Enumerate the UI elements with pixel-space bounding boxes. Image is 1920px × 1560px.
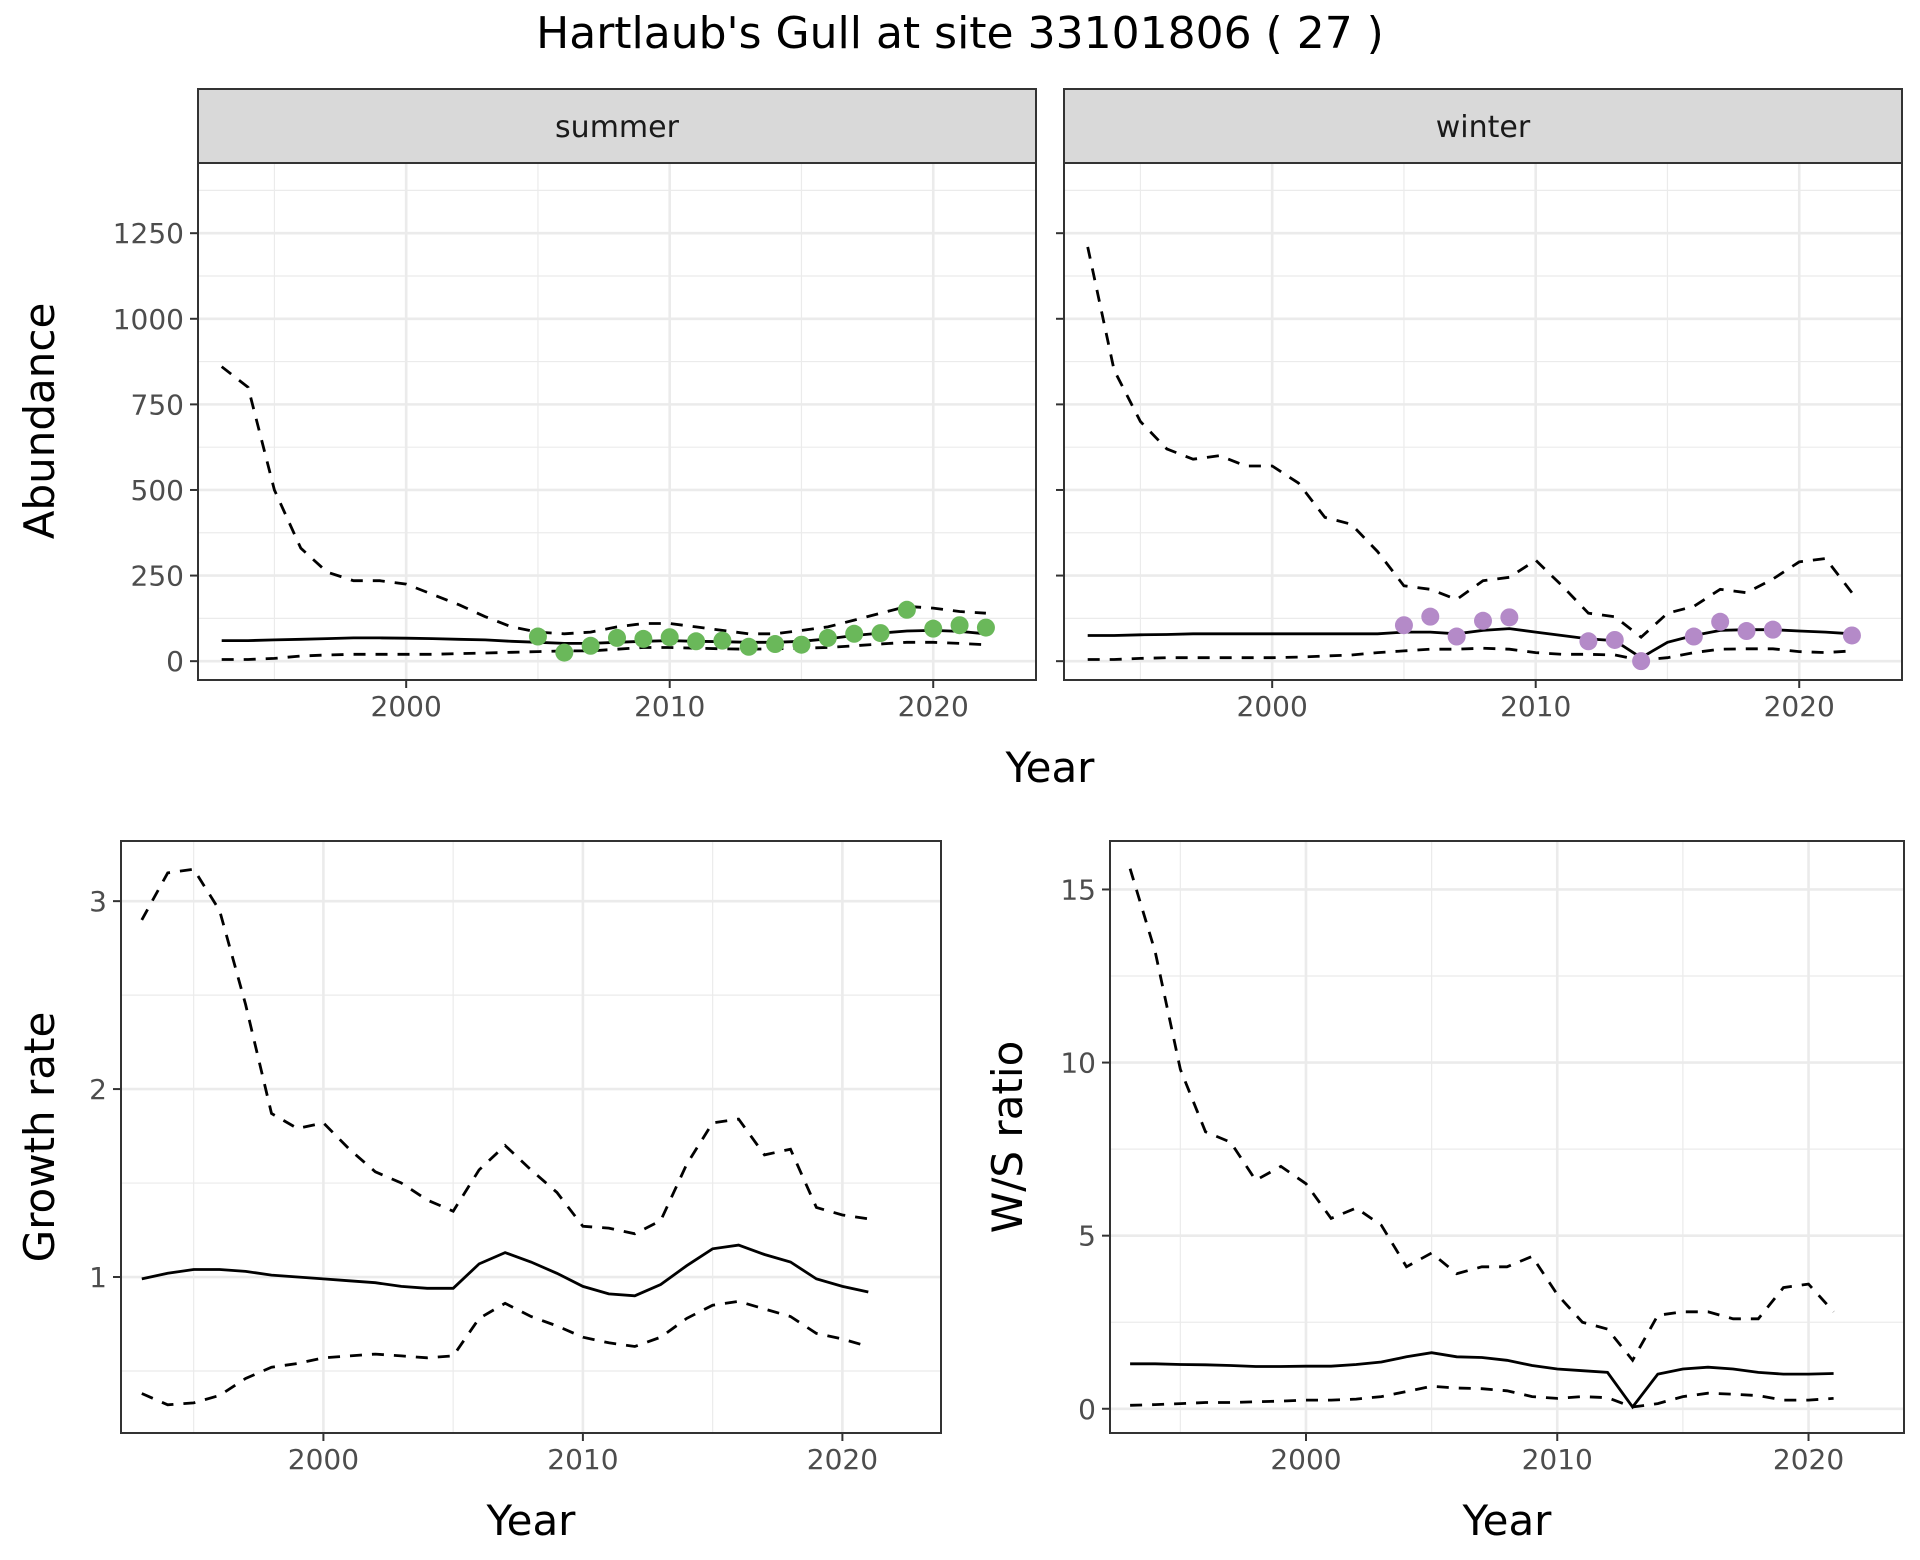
abundance-winter-observed-point (1737, 622, 1756, 641)
ws-ratio-x-tick-label: 2000 (1270, 1443, 1341, 1476)
growth-rate-panel-border (120, 840, 942, 1434)
abundance-summer-observed-point (687, 632, 706, 651)
growth-rate-x-tick-label: 2010 (547, 1443, 618, 1476)
abundance-winter-observed-point (1711, 612, 1730, 631)
abundance-summer-panel-border (197, 162, 1037, 681)
abundance-x-axis-title: Year (1005, 743, 1096, 792)
ws-ratio-y-tick-label: 5 (1078, 1220, 1096, 1253)
abundance-winter-observed-point (1579, 632, 1598, 651)
abundance-winter-observed-point (1684, 627, 1703, 646)
abundance-summer-observed-point (581, 636, 600, 655)
abundance-summer-observed-point (555, 643, 574, 662)
abundance-winter-observed-point (1763, 620, 1782, 639)
abundance-winter-strip (1063, 88, 1903, 164)
abundance-summer-x-tick-label: 2020 (898, 690, 969, 723)
ws-ratio-panel-border (1109, 840, 1905, 1434)
growth-rate-upper-ci-line (140, 867, 869, 1236)
ws-ratio-x-tick-label: 2020 (1773, 1443, 1844, 1476)
abundance-summer-observed-point (897, 600, 916, 619)
growth-rate-y-tick-label: 3 (89, 885, 107, 918)
abundance-winter-panel: 2000 2010 2020 (1056, 163, 1902, 723)
abundance-summer-strip (197, 88, 1037, 164)
growth-rate-x-axis-title: Year (486, 1496, 577, 1545)
ws-ratio-y-tick-label: 0 (1078, 1393, 1096, 1426)
abundance-winter-x-tick-label: 2020 (1764, 690, 1835, 723)
abundance-winter-mean-line (1087, 627, 1852, 660)
abundance-winter-x-tick-label: 2010 (1500, 690, 1571, 723)
ws-ratio-panel: 2000 2010 2020 0 5 10 15 (1060, 841, 1904, 1476)
abundance-summer-mean-line (221, 628, 987, 645)
abundance-winter-observed-point (1500, 608, 1519, 627)
abundance-summer-observed-point (739, 637, 758, 656)
growth-rate-x-tick-label: 2020 (807, 1443, 878, 1476)
abundance-summer-observed-point (660, 628, 679, 647)
abundance-winter-observed-point (1447, 627, 1466, 646)
abundance-summer-observed-point (713, 631, 732, 650)
ws-ratio-y-axis-title: W/S ratio (983, 1041, 1032, 1234)
growth-rate-y-tick-label: 1 (89, 1261, 107, 1294)
abundance-summer-observed-point (792, 635, 811, 654)
abundance-summer-y-tick-label: 0 (166, 645, 184, 678)
ws-ratio-x-tick-label: 2010 (1522, 1443, 1593, 1476)
abundance-winter-observed-point (1421, 607, 1440, 626)
abundance-summer-observed-point (871, 624, 890, 643)
abundance-winter-observed-point (1632, 652, 1651, 671)
growth-rate-y-tick-label: 2 (89, 1073, 107, 1106)
abundance-summer-observed-point (528, 627, 547, 646)
abundance-winter-x-tick-label: 2000 (1237, 690, 1308, 723)
abundance-summer-observed-point (950, 616, 969, 635)
abundance-winter-observed-point (1842, 626, 1861, 645)
abundance-winter-upper-ci-line (1086, 246, 1854, 640)
growth-rate-mean-line (141, 1243, 869, 1298)
growth-rate-lower-ci-line (141, 1299, 869, 1407)
abundance-winter-observed-point (1474, 611, 1492, 630)
growth-rate-panel: 2000 2010 2020 1 2 3 (89, 841, 941, 1476)
abundance-winter-observed-point (1605, 630, 1624, 649)
abundance-summer-upper-ci-line (220, 365, 986, 636)
abundance-summer-y-tick-label: 1000 (113, 303, 184, 336)
abundance-summer-strip-label: summer (555, 110, 680, 145)
page-title: Hartlaub's Gull at site 33101806 ( 27 ) (536, 8, 1384, 59)
abundance-summer-observed-point (766, 635, 785, 654)
abundance-summer-x-tick-label: 2000 (371, 690, 442, 723)
abundance-winter-lower-ci-line (1087, 646, 1852, 662)
abundance-summer-observed-point (608, 628, 626, 647)
ws-ratio-y-tick-label: 15 (1060, 873, 1096, 906)
abundance-summer-x-tick-label: 2010 (634, 690, 705, 723)
abundance-summer-y-tick-label: 750 (131, 388, 184, 421)
abundance-summer-y-tick-label: 250 (131, 560, 184, 593)
abundance-summer-observed-point (924, 619, 943, 638)
abundance-winter-observed-point (1394, 616, 1413, 635)
abundance-summer-observed-point (976, 618, 995, 637)
abundance-summer-observed-point (845, 624, 864, 643)
abundance-summer-y-tick-label: 1250 (113, 217, 184, 250)
abundance-summer-y-tick-label: 500 (131, 474, 184, 507)
ws-ratio-x-axis-title: Year (1462, 1496, 1553, 1545)
ws-ratio-mean-line (1130, 1351, 1834, 1410)
abundance-summer-panel: 2000 2010 2020 0 250 500 750 1000 1250 (113, 163, 1036, 723)
abundance-summer-lower-ci-line (221, 640, 986, 661)
abundance-y-axis-title: Abundance (15, 303, 64, 540)
abundance-winter-strip-label: winter (1436, 110, 1531, 145)
abundance-summer-observed-point (818, 628, 837, 647)
abundance-winter-panel-border (1063, 162, 1903, 681)
ws-ratio-y-tick-label: 10 (1060, 1047, 1096, 1080)
abundance-summer-observed-point (634, 629, 653, 648)
ws-ratio-upper-ci-line (1128, 868, 1835, 1363)
growth-rate-x-tick-label: 2000 (288, 1443, 359, 1476)
ws-ratio-lower-ci-line (1130, 1384, 1834, 1409)
growth-rate-y-axis-title: Growth rate (15, 1012, 64, 1263)
